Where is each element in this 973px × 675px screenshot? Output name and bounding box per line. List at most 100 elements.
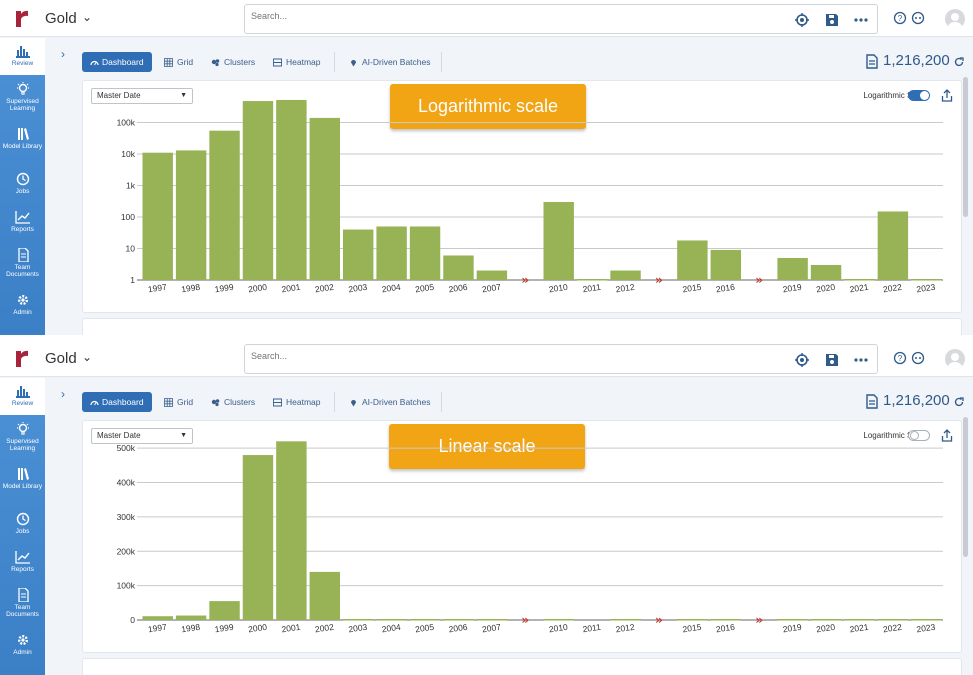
sidebar-item-model-library[interactable]: Model Library bbox=[0, 467, 45, 490]
share-icon[interactable] bbox=[941, 89, 953, 102]
bar-2016[interactable] bbox=[710, 619, 741, 621]
target-icon[interactable] bbox=[794, 352, 810, 368]
bar-2006[interactable] bbox=[443, 255, 474, 280]
sidebar-item-admin[interactable]: Admin bbox=[0, 293, 45, 316]
tab-ai-driven-batches[interactable]: AI-Driven Batches bbox=[349, 52, 431, 72]
bar-2021[interactable] bbox=[844, 279, 875, 281]
bar-2015[interactable] bbox=[677, 619, 708, 621]
bar-2012[interactable] bbox=[610, 270, 641, 280]
bar-2001[interactable] bbox=[276, 99, 307, 280]
bar-2000[interactable] bbox=[242, 455, 274, 620]
y-tick-label: 1 bbox=[130, 275, 135, 285]
sidebar-item-supervised-learning[interactable]: Supervised Learning bbox=[0, 422, 45, 452]
bar-2019[interactable] bbox=[777, 619, 808, 621]
workspace-name[interactable]: Gold bbox=[45, 10, 77, 27]
tab-dashboard[interactable]: Dashboard bbox=[82, 52, 152, 72]
bar-2006[interactable] bbox=[443, 619, 474, 621]
bar-2001[interactable] bbox=[276, 441, 307, 620]
log-scale-toggle[interactable] bbox=[908, 430, 930, 441]
sidebar-item-team-documents[interactable]: Team Documents bbox=[0, 248, 45, 278]
date-field-select[interactable]: Master Date ▼ bbox=[91, 428, 193, 444]
scrollbar[interactable] bbox=[963, 417, 968, 557]
sidebar-item-review[interactable]: Review bbox=[0, 384, 45, 407]
tab-label: Dashboard bbox=[102, 397, 144, 407]
bar-1999[interactable] bbox=[209, 601, 240, 620]
tab-ai-driven-batches[interactable]: AI-Driven Batches bbox=[349, 392, 431, 412]
sidebar-item-reports[interactable]: Reports bbox=[0, 210, 45, 233]
bar-2005[interactable] bbox=[409, 619, 441, 621]
sidebar-item-reports[interactable]: Reports bbox=[0, 550, 45, 573]
bar-1997[interactable] bbox=[142, 616, 173, 620]
date-field-select[interactable]: Master Date ▼ bbox=[91, 88, 193, 104]
target-icon[interactable] bbox=[794, 12, 810, 28]
bar-1998[interactable] bbox=[175, 150, 207, 280]
bar-2007[interactable] bbox=[476, 619, 508, 621]
save-icon[interactable] bbox=[824, 352, 840, 368]
sidebar-item-team-documents[interactable]: Team Documents bbox=[0, 588, 45, 618]
tab-clusters[interactable]: Clusters bbox=[211, 392, 255, 412]
bar-2007[interactable] bbox=[476, 270, 508, 280]
bar-2020[interactable] bbox=[810, 619, 842, 621]
search-input[interactable] bbox=[251, 351, 771, 361]
bar-2000[interactable] bbox=[242, 101, 274, 281]
bar-2010[interactable] bbox=[543, 619, 574, 621]
app-logo-icon[interactable] bbox=[14, 349, 30, 369]
bar-2015[interactable] bbox=[677, 240, 708, 280]
chevron-down-icon[interactable]: ⌄ bbox=[82, 350, 93, 364]
tab-clusters[interactable]: Clusters bbox=[211, 52, 255, 72]
more-options-icon[interactable] bbox=[853, 12, 869, 28]
bar-2011[interactable] bbox=[576, 279, 608, 281]
bar-1998[interactable] bbox=[175, 615, 207, 620]
tab-grid[interactable]: Grid bbox=[164, 52, 193, 72]
help-icon[interactable]: ? bbox=[893, 351, 907, 365]
expand-sidebar-chevron-icon[interactable]: › bbox=[61, 387, 65, 401]
scrollbar[interactable] bbox=[963, 77, 968, 217]
more-options-icon[interactable] bbox=[853, 352, 869, 368]
chevron-down-icon[interactable]: ⌄ bbox=[82, 10, 93, 24]
share-icon[interactable] bbox=[941, 429, 953, 442]
search-input[interactable] bbox=[251, 11, 771, 21]
sidebar-item-admin[interactable]: Admin bbox=[0, 633, 45, 656]
tab-heatmap[interactable]: Heatmap bbox=[273, 392, 321, 412]
bar-2012[interactable] bbox=[610, 619, 641, 621]
bar-2019[interactable] bbox=[777, 257, 808, 280]
bar-2002[interactable] bbox=[309, 117, 340, 280]
bar-1999[interactable] bbox=[209, 130, 240, 280]
log-scale-toggle[interactable] bbox=[908, 90, 930, 101]
sidebar-item-review[interactable]: Review bbox=[0, 44, 45, 67]
tab-heatmap[interactable]: Heatmap bbox=[273, 52, 321, 72]
tab-grid[interactable]: Grid bbox=[164, 392, 193, 412]
tab-dashboard[interactable]: Dashboard bbox=[82, 392, 152, 412]
bar-2023[interactable] bbox=[911, 279, 942, 281]
refresh-icon[interactable] bbox=[954, 397, 964, 407]
bar-2020[interactable] bbox=[810, 264, 842, 280]
tab-label: AI-Driven Batches bbox=[362, 397, 431, 407]
sidebar-item-model-library[interactable]: Model Library bbox=[0, 127, 45, 150]
expand-sidebar-chevron-icon[interactable]: › bbox=[61, 47, 65, 61]
user-avatar[interactable] bbox=[945, 9, 965, 29]
notifications-icon[interactable] bbox=[911, 11, 925, 25]
sidebar-item-jobs[interactable]: Jobs bbox=[0, 172, 45, 195]
bar-2004[interactable] bbox=[376, 226, 407, 280]
bar-2016[interactable] bbox=[710, 249, 741, 280]
bar-2022[interactable] bbox=[877, 211, 909, 280]
bar-2003[interactable] bbox=[343, 229, 374, 280]
save-icon[interactable] bbox=[824, 12, 840, 28]
bar-2010[interactable] bbox=[543, 201, 574, 280]
bar-2022[interactable] bbox=[877, 619, 909, 621]
user-avatar[interactable] bbox=[945, 349, 965, 369]
bar-2023[interactable] bbox=[911, 619, 942, 621]
bar-2004[interactable] bbox=[376, 619, 407, 621]
help-icon[interactable]: ? bbox=[893, 11, 907, 25]
bar-2003[interactable] bbox=[343, 619, 374, 621]
sidebar-item-jobs[interactable]: Jobs bbox=[0, 512, 45, 535]
bar-1997[interactable] bbox=[142, 152, 173, 280]
bar-2002[interactable] bbox=[309, 571, 340, 620]
bar-2005[interactable] bbox=[409, 226, 441, 280]
refresh-icon[interactable] bbox=[954, 57, 964, 67]
sidebar-item-supervised-learning[interactable]: Supervised Learning bbox=[0, 82, 45, 112]
notifications-icon[interactable] bbox=[911, 351, 925, 365]
workspace-name[interactable]: Gold bbox=[45, 350, 77, 367]
bar-2021[interactable] bbox=[844, 619, 875, 621]
app-logo-icon[interactable] bbox=[14, 9, 30, 29]
